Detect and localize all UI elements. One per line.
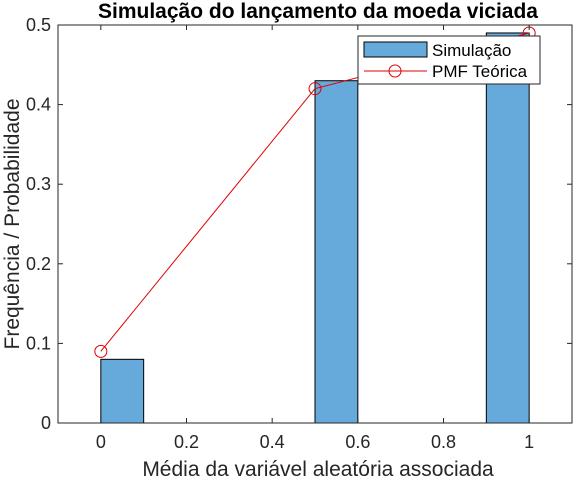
legend-swatch-simulacao [363,41,428,58]
legend-label-simulacao: Simulação [432,41,511,60]
plot-area [94,26,536,424]
histogram-bar-1 [314,80,359,424]
legend: Simulação PMF Teórica [357,35,541,85]
axes-box [57,24,573,424]
x-axis-label: Média da variável aleatória associada [142,458,494,480]
y-tick-label: 0 [41,413,51,433]
x-tick-label: 0.2 [174,432,199,452]
x-tick-label: 0.8 [431,432,456,452]
chart-title: Simulação do lançamento da moeda viciada [98,0,538,23]
pmf-marker-1 [308,82,322,96]
y-tick-label: 0.3 [26,174,51,194]
legend-marker-pmf-teorica [388,64,402,78]
pmf-marker-0 [94,344,108,358]
legend-label-pmf-teorica: PMF Teórica [432,62,528,81]
y-tick-label: 0.1 [26,333,51,353]
x-tick-label: 0 [96,432,106,452]
y-axis-label: Frequência / Probabilidade [1,99,24,350]
axes: 0 0.2 0.4 0.6 0.8 1 0 0.1 0.2 0.3 0.4 0.5 [26,15,573,452]
x-tick-label: 0.6 [345,432,370,452]
x-tick-label: 1 [524,432,534,452]
y-tick-label: 0.5 [26,15,51,35]
histogram-bar-0 [100,358,145,424]
y-tick-label: 0.4 [26,95,51,115]
x-tick-label: 0.4 [260,432,285,452]
y-tick-label: 0.2 [26,254,51,274]
histogram-bar-2 [485,32,530,424]
